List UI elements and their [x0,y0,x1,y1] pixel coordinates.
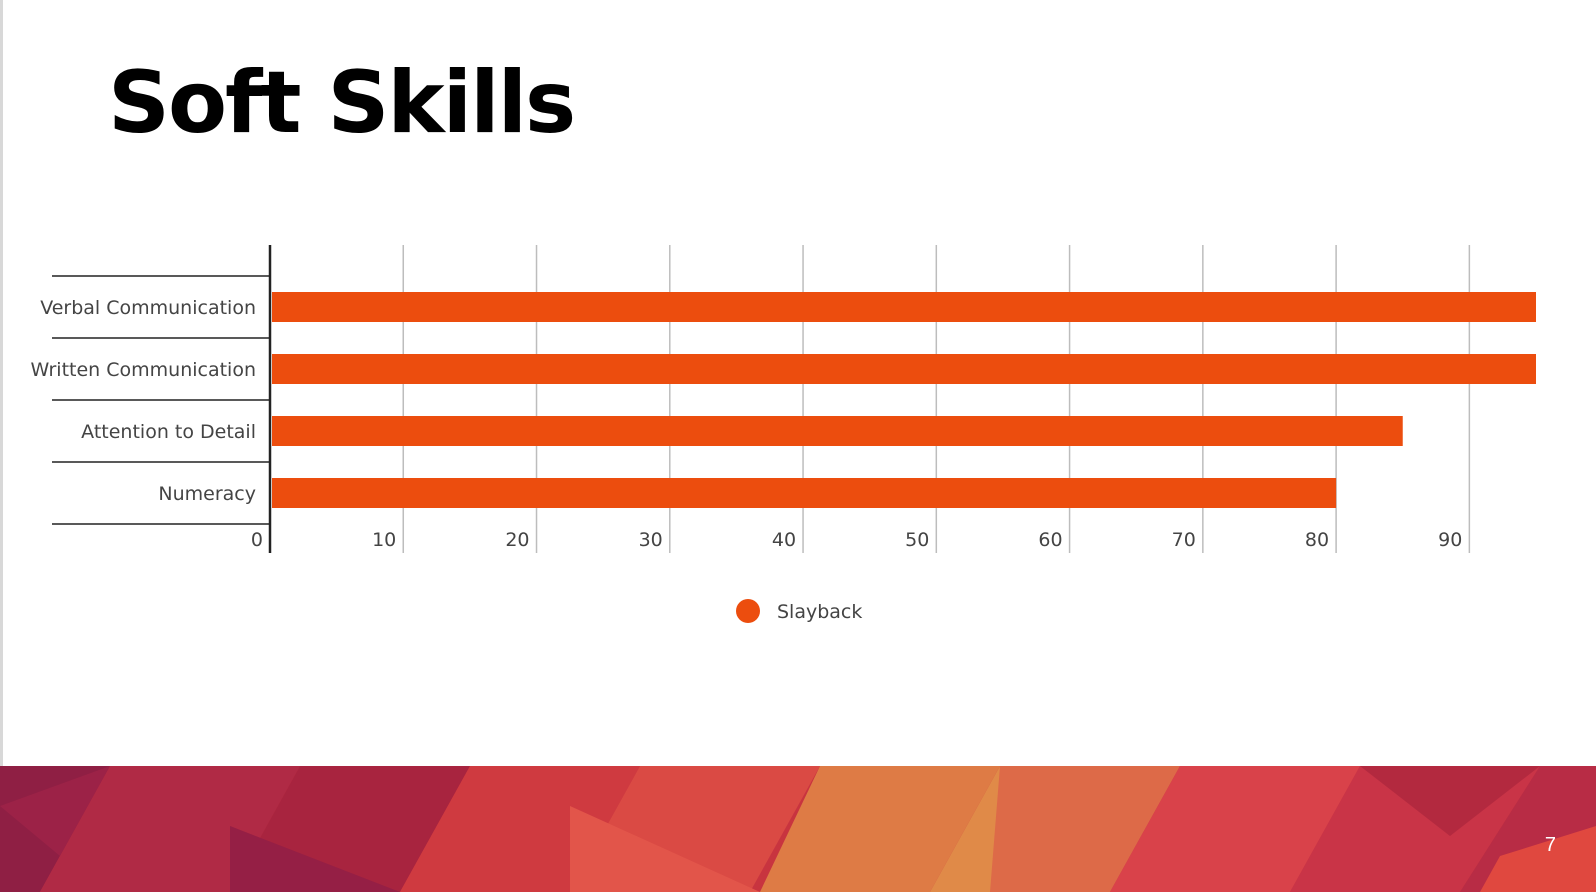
page-number: 7 [1544,834,1556,856]
legend-label: Slayback [777,601,862,623]
x-tick-label-40: 40 [772,529,796,551]
bar-numeracy [272,478,1337,508]
category-label-verbal-communication: Verbal Communication [40,297,256,319]
bar-written-communication [272,354,1536,384]
chart-labels: 0 10 20 30 40 50 60 70 80 90 Verbal Communication W… [31,297,1463,551]
x-tick-label-30: 30 [639,529,663,551]
slide-title: Soft Skills [108,53,576,153]
x-tick-label-60: 60 [1038,529,1062,551]
legend-swatch [736,599,760,623]
category-label-numeracy: Numeracy [158,483,256,505]
x-tick-label-20: 20 [505,529,529,551]
category-label-written-communication: Written Communication [31,359,256,381]
x-tick-label-90: 90 [1438,529,1462,551]
x-tick-label-50: 50 [905,529,929,551]
x-tick-label-0: 0 [251,529,263,551]
chart-legend: Slayback [736,599,862,623]
footer-geometric-banner [0,766,1596,892]
slide-left-edge [0,0,3,766]
bar-verbal-communication [272,292,1536,322]
x-tick-label-70: 70 [1172,529,1196,551]
chart-axes [52,245,272,553]
bar-attention-to-detail [272,416,1403,446]
category-label-attention-to-detail: Attention to Detail [81,421,256,443]
x-tick-label-80: 80 [1305,529,1329,551]
bar-chart: 0 10 20 30 40 50 60 70 80 90 Verbal Communication W… [31,245,1536,623]
x-tick-label-10: 10 [372,529,396,551]
chart-bars [272,292,1536,508]
